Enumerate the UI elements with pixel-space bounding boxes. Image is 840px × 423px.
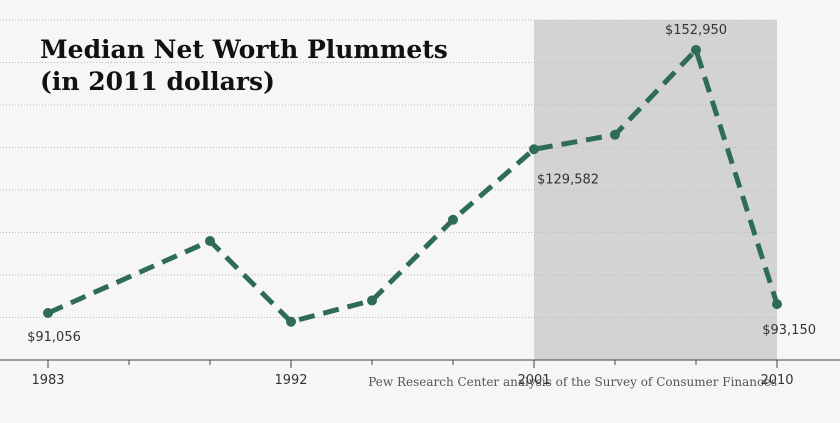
data-point bbox=[610, 129, 620, 140]
data-label: $93,150 bbox=[762, 323, 816, 338]
x-tick-label: 2001 bbox=[517, 373, 550, 388]
data-point bbox=[286, 316, 296, 327]
data-point bbox=[43, 308, 53, 319]
data-point bbox=[205, 236, 215, 246]
shaded-period bbox=[534, 20, 777, 360]
data-label: $129,582 bbox=[537, 172, 599, 187]
data-point bbox=[529, 144, 539, 155]
data-point bbox=[448, 214, 458, 225]
data-point bbox=[367, 295, 377, 306]
chart-source: Pew Research Center analysis of the Surv… bbox=[368, 375, 777, 389]
data-label: $152,950 bbox=[665, 23, 727, 38]
data-point bbox=[772, 299, 782, 310]
x-tick-label: 2010 bbox=[760, 373, 793, 388]
data-point bbox=[691, 44, 701, 55]
x-tick-label: 1983 bbox=[31, 373, 64, 388]
chart-title-line-2: (in 2011 dollars) bbox=[40, 67, 275, 96]
data-label: $91,056 bbox=[27, 330, 81, 345]
x-tick-label: 1992 bbox=[274, 373, 307, 388]
chart-title-line-1: Median Net Worth Plummets bbox=[40, 35, 448, 64]
